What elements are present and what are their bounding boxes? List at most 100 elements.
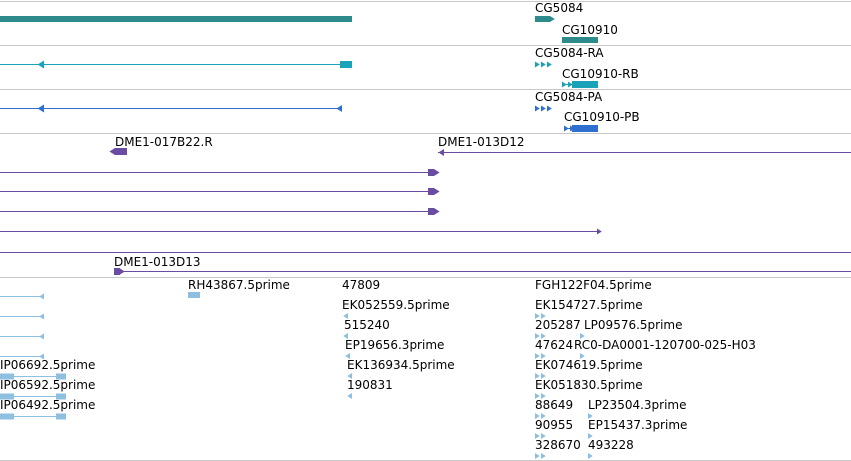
clone-label-dme1-013d12[interactable]: DME1-013D12 (438, 135, 525, 149)
est-glyph (535, 453, 540, 459)
est-label-ip06492[interactable]: IP06492.5prime (0, 398, 96, 412)
est-glyph (347, 373, 352, 379)
transcript-cg10910-rb-exon (572, 81, 598, 88)
est-label-328670[interactable]: 328670 (535, 438, 581, 452)
est-ip-exon-right (56, 393, 66, 400)
est-ip-exon-right (56, 373, 66, 380)
est-label-ek051830[interactable]: EK051830.5prime (535, 378, 643, 392)
clone-label-dme1-017b22-r[interactable]: DME1-017B22.R (115, 135, 213, 149)
gene-cg10910-bar (562, 37, 598, 43)
est-glyph (588, 433, 593, 439)
est-label-205287[interactable]: 205287 (535, 318, 581, 332)
est-glyph (541, 453, 546, 459)
est-glyph (535, 433, 540, 439)
est-glyph (347, 393, 352, 399)
clone-013d12-arrow (438, 149, 444, 156)
gene-label-cg5084[interactable]: CG5084 (535, 1, 584, 15)
est-label-lp09576[interactable]: LP09576.5prime (584, 318, 683, 332)
gene-cg5084-bar (535, 16, 550, 22)
protein-cg5084-pa-glyph (547, 105, 552, 112)
est-glyph (580, 333, 585, 339)
transcript-cg5084-ra-glyph (535, 61, 540, 68)
clone-end-arrow (434, 169, 440, 176)
gene-bar-left (0, 16, 352, 22)
protein-strand-arrow (37, 104, 44, 113)
transcript-label-cg5084-ra[interactable]: CG5084-RA (535, 46, 604, 60)
est-ip-exon-left (0, 373, 14, 380)
est-label-ep19656[interactable]: EP19656.3prime (345, 338, 445, 352)
transcript-exon (340, 61, 352, 68)
est-arrow (39, 333, 44, 340)
est-glyph (343, 333, 348, 339)
clone-013d13-block (114, 268, 120, 275)
clone-end-block (428, 188, 434, 195)
est-label-lp23504[interactable]: LP23504.3prime (588, 398, 687, 412)
est-label-fgh122f04[interactable]: FGH122F04.5prime (535, 278, 652, 292)
clone-017b22-bar (115, 148, 127, 155)
est-glyph (535, 313, 540, 319)
est-glyph (541, 353, 546, 359)
clone-013d13-arrow (120, 268, 125, 275)
est-glyph (541, 413, 546, 419)
est-glyph (541, 313, 546, 319)
est-glyph (541, 393, 546, 399)
est-glyph (345, 353, 350, 359)
est-arrow (39, 353, 44, 360)
transcript-cg10910-rb-arrows (568, 81, 573, 88)
transcript-cg5084-ra-glyph (541, 61, 546, 68)
est-label-47624[interactable]: 47624 (535, 338, 574, 352)
est-glyph (535, 393, 540, 399)
track-features (0, 16, 851, 459)
est-label-ek074619[interactable]: EK074619.5prime (535, 358, 643, 372)
est-rh43867-glyph (188, 292, 200, 298)
est-label-ep15437[interactable]: EP15437.3prime (588, 418, 688, 432)
est-ip-exon-left (0, 393, 14, 400)
clone-end-arrow (434, 208, 440, 215)
est-arrow (39, 313, 44, 320)
protein-cg10910-pb-arrows (564, 125, 569, 132)
est-label-47809[interactable]: 47809 (342, 278, 381, 292)
clone-label-dme1-013d13[interactable]: DME1-013D13 (114, 255, 201, 269)
est-label-ip06692[interactable]: IP06692.5prime (0, 358, 96, 372)
est-ip-exon-left (0, 413, 14, 420)
gene-label-cg10910[interactable]: CG10910 (562, 23, 618, 37)
est-label-515240[interactable]: 515240 (344, 318, 390, 332)
est-glyph (343, 313, 348, 319)
protein-label-cg5084-pa[interactable]: CG5084-PA (535, 90, 603, 104)
est-label-ek052559[interactable]: EK052559.5prime (342, 298, 450, 312)
est-glyph (588, 453, 593, 459)
est-arrow (39, 293, 44, 300)
clone-017b22-arrow (109, 148, 115, 155)
protein-end-arrow (336, 105, 342, 112)
est-label-88649[interactable]: 88649 (535, 398, 574, 412)
est-label-rh43867[interactable]: RH43867.5prime (188, 278, 290, 292)
protein-cg10910-pb-exon (572, 125, 598, 132)
transcript-strand-arrow (37, 60, 44, 69)
clone-end-arrow (597, 228, 602, 235)
est-label-90955[interactable]: 90955 (535, 418, 574, 432)
clone-end-block (428, 169, 434, 176)
protein-label-cg10910-pb[interactable]: CG10910-PB (564, 110, 640, 124)
est-label-ek154727[interactable]: EK154727.5prime (535, 298, 643, 312)
est-label-190831[interactable]: 190831 (347, 378, 393, 392)
protein-cg5084-pa-glyph (541, 105, 546, 112)
clone-end-arrow (434, 188, 440, 195)
transcript-label-cg10910-rb[interactable]: CG10910-RB (562, 67, 639, 81)
est-glyph (541, 373, 546, 379)
est-glyph (535, 333, 540, 339)
transcript-cg10910-rb-arrows (562, 81, 567, 88)
protein-cg5084-pa-glyph (535, 105, 540, 112)
est-label-493228[interactable]: 493228 (588, 438, 634, 452)
est-ip-exon-right (56, 413, 66, 420)
protein-cg10910-pb-arrows (570, 125, 575, 132)
est-glyph (580, 353, 585, 359)
est-glyph (541, 333, 546, 339)
est-glyph (535, 413, 540, 419)
est-glyph (535, 353, 540, 359)
gene-cg5084-arrow (550, 16, 555, 22)
est-label-rc0-da0001[interactable]: RC0-DA0001-120700-025-H03 (574, 338, 756, 352)
transcript-cg5084-ra-glyph (547, 61, 552, 68)
est-label-ek136934[interactable]: EK136934.5prime (347, 358, 455, 372)
est-label-ip06592[interactable]: IP06592.5prime (0, 378, 96, 392)
